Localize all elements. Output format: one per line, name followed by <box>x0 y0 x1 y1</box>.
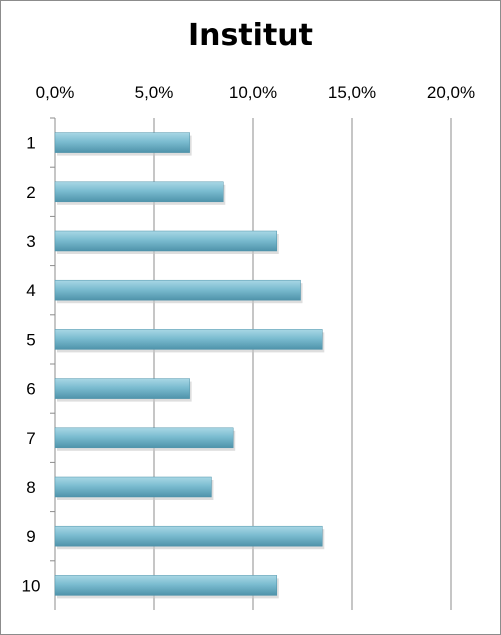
bar <box>54 575 278 596</box>
chart-title: Institut <box>187 18 314 53</box>
category-label: 4 <box>26 281 35 300</box>
category-label: 5 <box>26 330 35 349</box>
bar <box>54 329 323 350</box>
x-axis-ticks: 0,0% 5,0% 10,0% 15,0% 20,0% <box>36 83 475 102</box>
bar <box>54 476 212 498</box>
category-label: 3 <box>26 232 35 251</box>
category-label: 8 <box>26 478 35 497</box>
x-tick-label: 20,0% <box>427 83 475 102</box>
bar <box>54 427 234 449</box>
category-label: 9 <box>26 527 35 546</box>
x-tick-label: 5,0% <box>135 83 174 102</box>
x-tick-label: 0,0% <box>36 83 75 102</box>
category-label: 1 <box>26 134 35 153</box>
category-label: 10 <box>22 576 41 595</box>
bar <box>54 525 323 547</box>
x-tick-label: 10,0% <box>229 83 277 102</box>
category-label: 2 <box>26 183 35 202</box>
bar <box>54 181 224 203</box>
x-tick-label: 15,0% <box>328 83 376 102</box>
bar <box>54 378 190 399</box>
y-axis-categories: 1 2 3 4 5 6 7 8 9 10 <box>22 134 41 596</box>
category-label: 7 <box>26 429 35 448</box>
bar <box>54 279 301 301</box>
category-label: 6 <box>26 380 35 399</box>
bar <box>54 230 278 252</box>
bar <box>54 132 190 153</box>
bars <box>54 132 325 599</box>
